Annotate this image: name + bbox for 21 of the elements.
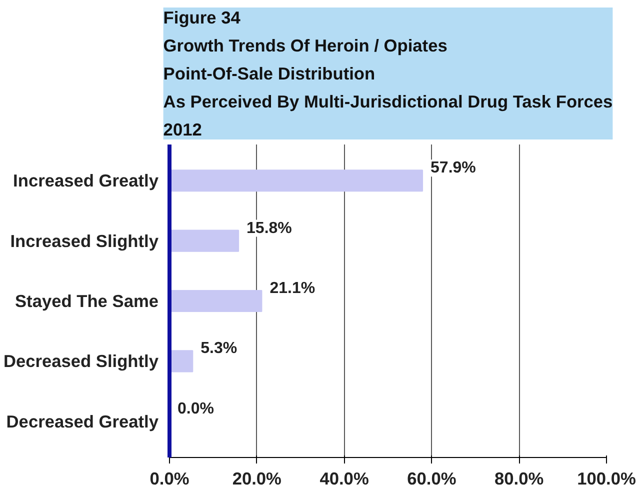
x-tick-label: 100.0% bbox=[577, 468, 636, 488]
data-label: 21.1% bbox=[270, 280, 316, 297]
x-tick-label: 0.0% bbox=[150, 468, 190, 488]
x-tick-label: 80.0% bbox=[494, 468, 544, 488]
x-tick-label: 40.0% bbox=[320, 468, 369, 488]
bar bbox=[170, 290, 262, 312]
data-label: 5.3% bbox=[200, 340, 238, 358]
y-tick-label: Decreased Greatly bbox=[6, 411, 159, 432]
bar bbox=[170, 170, 424, 192]
y-tick-label: Increased Slightly bbox=[10, 230, 159, 251]
x-tick-label: 20.0% bbox=[232, 468, 282, 488]
data-label: 0.0% bbox=[178, 400, 214, 418]
y-tick-label: Increased Greatly bbox=[13, 170, 159, 191]
y-tick-label: Stayed The Same bbox=[15, 291, 159, 311]
y-tick-label: Decreased Slightly bbox=[3, 351, 159, 372]
data-label: 15.8% bbox=[246, 220, 292, 237]
data-label: 57.9% bbox=[430, 160, 476, 177]
chart-title: Figure 34 Growth Trends Of Heroin / Opiates Point-Of-Sale Distribution As Perceived By Multi-Jurisdictional Drug Task Forces 2012 bbox=[163, 8, 613, 140]
bar bbox=[170, 350, 194, 372]
x-tick-label: 60.0% bbox=[407, 468, 456, 488]
bar bbox=[170, 230, 240, 252]
